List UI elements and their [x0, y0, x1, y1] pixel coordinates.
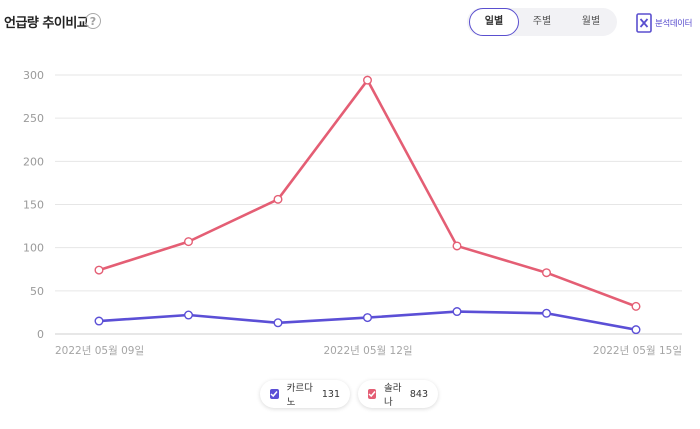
checkbox-checked-icon: [270, 389, 279, 399]
data-point[interactable]: [542, 308, 552, 318]
x-tick-label: 2022년 05월 12일: [323, 344, 412, 357]
data-point[interactable]: [94, 265, 104, 275]
data-point[interactable]: [631, 325, 641, 335]
data-point[interactable]: [452, 307, 462, 317]
data-point[interactable]: [273, 194, 283, 204]
data-point[interactable]: [183, 237, 193, 247]
data-point[interactable]: [452, 241, 462, 251]
period-toggle: 일별 주별 월별: [467, 8, 617, 36]
legend-total: 131: [321, 388, 340, 400]
data-point[interactable]: [631, 301, 641, 311]
export-data-button[interactable]: 분석데이터: [636, 13, 693, 33]
data-point[interactable]: [363, 75, 373, 85]
data-point[interactable]: [183, 310, 193, 320]
legend-item-cardano[interactable]: 카르다노 131: [260, 380, 350, 408]
y-tick-label: 0: [37, 328, 44, 341]
x-tick-label: 2022년 05월 15일: [593, 344, 682, 357]
legend-label: 카르다노: [286, 383, 313, 408]
checkbox-checked-icon: [368, 389, 376, 399]
y-tick-label: 50: [30, 285, 44, 298]
help-icon[interactable]: ?: [85, 13, 101, 29]
x-tick-label: 2022년 05월 09일: [55, 344, 144, 357]
y-tick-label: 150: [23, 199, 44, 212]
data-point[interactable]: [273, 318, 283, 328]
y-tick-label: 200: [23, 155, 44, 168]
y-tick-label: 100: [23, 242, 44, 255]
tab-monthly[interactable]: 월별: [581, 16, 601, 27]
legend-label: 솔라나: [384, 383, 402, 408]
tab-daily[interactable]: 일별: [469, 8, 519, 36]
series-line: [98, 78, 637, 308]
data-point[interactable]: [363, 313, 373, 323]
legend-item-solana[interactable]: 솔라나 843: [358, 380, 438, 408]
chart-title: 언급량 추이비교: [4, 16, 89, 31]
y-tick-label: 250: [23, 112, 44, 125]
legend-total: 843: [409, 388, 428, 400]
data-point[interactable]: [94, 316, 104, 326]
y-tick-label: 300: [23, 69, 44, 82]
data-point[interactable]: [542, 268, 552, 278]
line-chart: 0 50 100 150 200 250 300 2022년 05월 09일 2022년 05…: [23, 69, 682, 357]
tab-weekly[interactable]: 주별: [532, 16, 552, 27]
export-label: 분석데이터: [655, 19, 693, 29]
excel-icon: [636, 13, 652, 33]
